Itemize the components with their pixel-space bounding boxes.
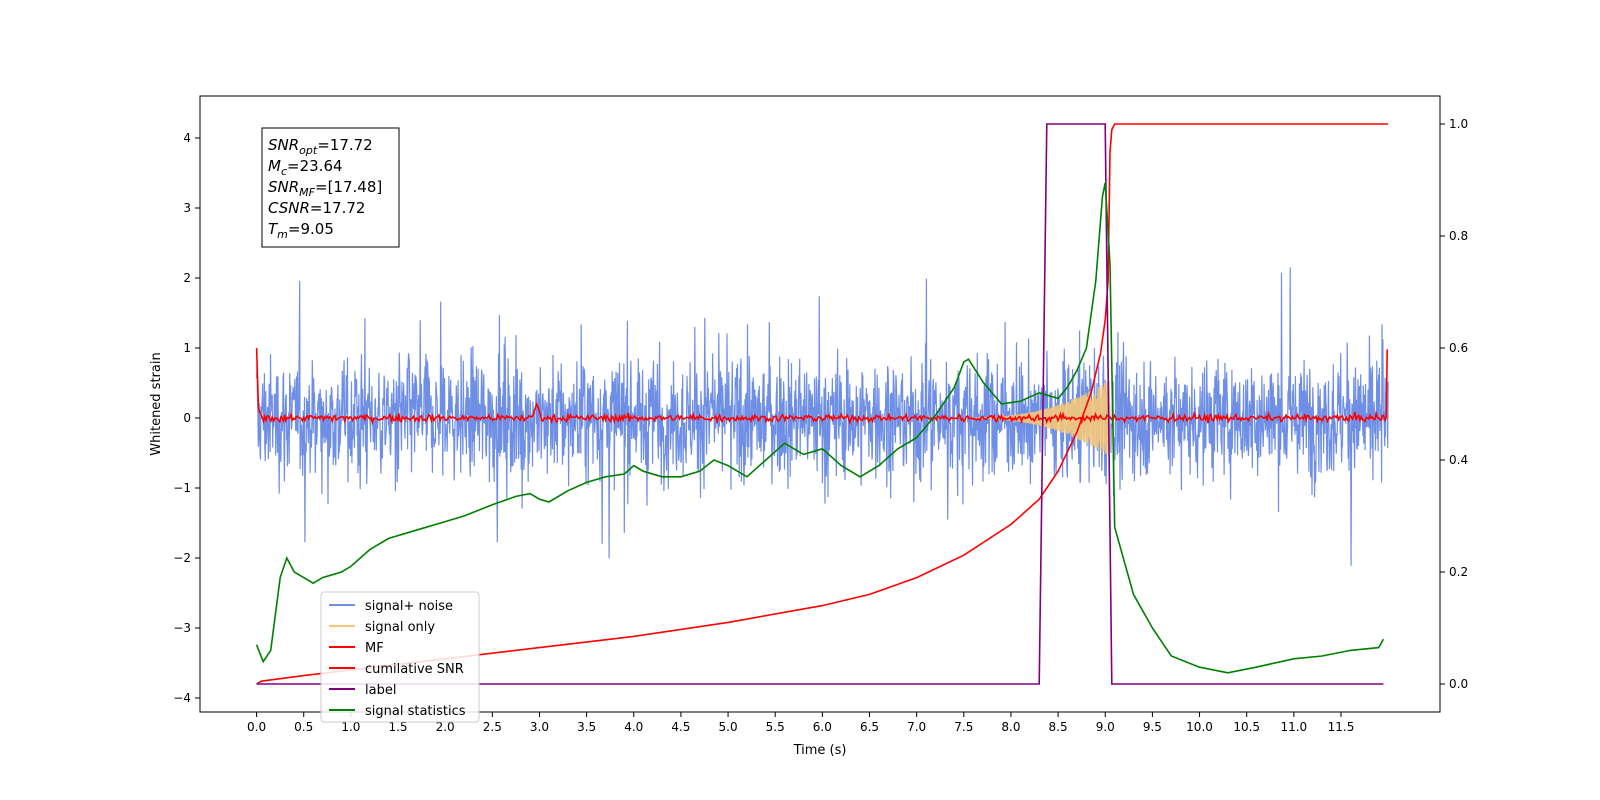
- annotation-frame: [261, 127, 400, 248]
- annotation-box: SNRopt=17.72Mc=23.64SNRMF=[17.48]CSNR=17…: [261, 127, 400, 248]
- legend: signal+ noise signal only MF cumilative SNR…: [320, 591, 480, 723]
- x-tick-label: 2.5: [483, 720, 502, 734]
- x-tick-label: 10.5: [1233, 720, 1260, 734]
- legend-item-label: MF: [365, 641, 384, 656]
- y-right-tick-label: 0.4: [1449, 453, 1468, 467]
- y-right-tick-label: 0.8: [1449, 229, 1468, 243]
- y-left-tick-label: −4: [173, 691, 191, 705]
- x-tick-label: 2.0: [436, 720, 455, 734]
- legend-item-label: signal statistics: [365, 704, 466, 719]
- x-tick-label: 0.0: [247, 720, 266, 734]
- x-tick-label: 6.5: [860, 720, 879, 734]
- y-left-tick-label: −3: [173, 621, 191, 635]
- legend-item-label: signal only: [365, 620, 435, 635]
- y-left-tick-label: 4: [183, 131, 191, 145]
- series-layer: [255, 123, 1389, 685]
- x-tick-label: 4.0: [624, 720, 643, 734]
- y-left-tick-label: 2: [183, 271, 191, 285]
- legend-frame: [320, 591, 480, 723]
- x-tick-label: 1.5: [388, 720, 407, 734]
- x-tick-label: 0.5: [294, 720, 313, 734]
- legend-item-label: label: [365, 683, 396, 698]
- x-tick-label: 9.0: [1096, 720, 1115, 734]
- y-right-tick-label: 0.6: [1449, 341, 1468, 355]
- legend-item-label: cumilative SNR: [365, 662, 464, 677]
- x-tick-label: 3.5: [577, 720, 596, 734]
- series-signal-noise-line: [256, 267, 1389, 566]
- x-tick-label: 4.5: [671, 720, 690, 734]
- series-mf-line: [255, 347, 1388, 426]
- series-label-line: [256, 123, 1384, 685]
- annotation-line: SNRopt=17.72: [268, 136, 373, 157]
- y-left-tick-label: 3: [183, 201, 191, 215]
- axes-layer: 0.0 0.5 1.0 1.5 2.0 2.5 3.0 3.5 4.0 4.5 5.0 5.5 6.0 6…: [173, 117, 1468, 734]
- y-right-tick-label: 0.2: [1449, 565, 1468, 579]
- annotation-line: Tm=9.05: [268, 220, 334, 241]
- x-tick-label: 11.0: [1280, 720, 1307, 734]
- x-axis-label: Time (s): [793, 743, 847, 758]
- x-tick-label: 6.0: [813, 720, 832, 734]
- y-left-tick-label: −2: [173, 551, 191, 565]
- x-tick-label: 5.0: [719, 720, 738, 734]
- x-tick-label: 8.0: [1001, 720, 1020, 734]
- y-right-tick-label: 0.0: [1449, 677, 1468, 691]
- x-tick-label: 1.0: [341, 720, 360, 734]
- y-left-tick-label: 1: [183, 341, 191, 355]
- x-tick-label: 7.5: [954, 720, 973, 734]
- legend-item-label: signal+ noise: [365, 599, 453, 614]
- annotation-line: CSNR=17.72: [268, 199, 365, 217]
- x-tick-label: 3.0: [530, 720, 549, 734]
- annotation-line: SNRMF=[17.48]: [268, 178, 382, 199]
- x-tick-label: 11.5: [1328, 720, 1355, 734]
- x-tick-label: 9.5: [1143, 720, 1162, 734]
- y-left-tick-label: 0: [183, 411, 191, 425]
- y-axis-label: Whitened strain: [149, 352, 164, 455]
- y-left-tick-label: −1: [173, 481, 191, 495]
- x-tick-label: 10.0: [1186, 720, 1213, 734]
- annotation-line: Mc=23.64: [268, 157, 343, 178]
- x-tick-label: 5.5: [766, 720, 785, 734]
- x-tick-label: 8.5: [1049, 720, 1068, 734]
- series-signal-statistics-line: [255, 182, 1385, 674]
- x-tick-label: 7.0: [907, 720, 926, 734]
- y-right-tick-label: 1.0: [1449, 117, 1468, 131]
